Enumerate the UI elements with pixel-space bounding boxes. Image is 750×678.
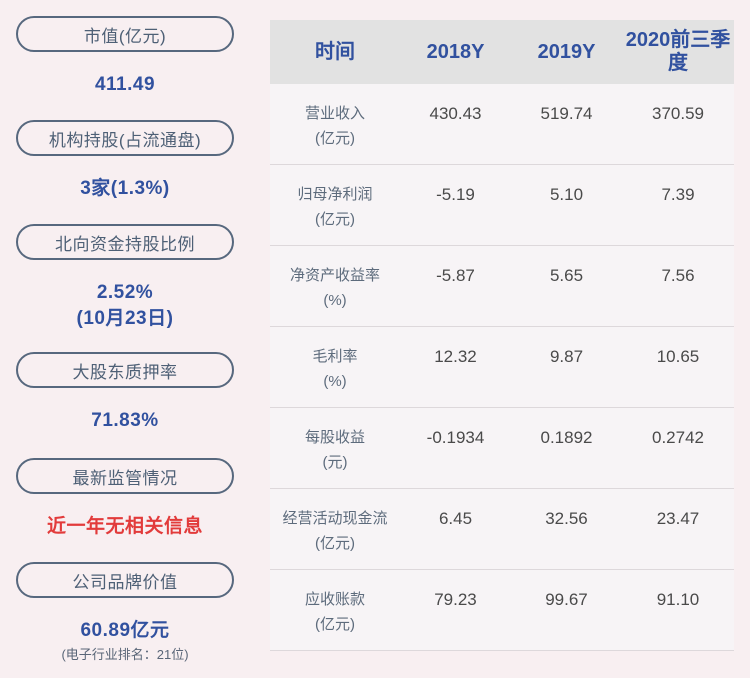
table-row-eps: 每股收益 (元) -0.1934 0.1892 0.2742	[270, 408, 734, 489]
cell-value: 99.67	[545, 590, 588, 609]
row-label: 归母净利润 (亿元)	[270, 165, 400, 245]
stat-value-northbound-holding: 2.52% (10月23日)	[16, 280, 234, 332]
table-header-2018: 2018Y	[426, 40, 485, 63]
stat-value-market-cap: 411.49	[94, 74, 156, 95]
cell-value: 9.87	[549, 347, 584, 366]
stat-pledge-ratio: 大股东质押率 71.83%	[16, 352, 234, 434]
cell-value: 7.39	[661, 185, 695, 204]
row-metric-name: 应收账款	[304, 591, 365, 608]
row-metric-unit: (%)	[323, 292, 347, 309]
cell-value: -0.1934	[426, 428, 485, 447]
cell-value: 5.65	[549, 266, 584, 285]
stat-pill-label: 市值(亿元)	[83, 26, 167, 46]
stat-value-institutional-holding: 3家(1.3%)	[80, 178, 170, 199]
cell-value: -5.87	[436, 266, 475, 285]
cell-value: 519.74	[540, 104, 593, 123]
stat-pill-label: 北向资金持股比例	[55, 234, 195, 254]
stat-value-line1: 2.52%	[96, 282, 154, 303]
cell-value: 10.65	[656, 347, 700, 366]
row-metric-unit: (亿元)	[315, 616, 355, 633]
stat-pill-label: 最新监管情况	[72, 468, 178, 488]
cell-value: 430.43	[429, 104, 482, 123]
table-row-roe: 净资产收益率 (%) -5.87 5.65 7.56	[270, 246, 734, 327]
row-metric-name: 经营活动现金流	[282, 510, 388, 527]
stat-value-brand-value: 60.89亿元	[80, 620, 170, 641]
stat-pill-pledge-ratio[interactable]: 大股东质押率	[16, 352, 234, 388]
stat-value-regulatory-status: 近一年无相关信息	[46, 516, 203, 537]
row-metric-unit: (元)	[322, 454, 348, 471]
stat-pill-label: 大股东质押率	[72, 362, 178, 382]
stat-northbound-holding: 北向资金持股比例 2.52% (10月23日)	[16, 224, 234, 332]
row-label: 应收账款 (亿元)	[270, 570, 400, 650]
cell-value: 0.1892	[540, 428, 593, 447]
cell-value: 91.10	[656, 590, 700, 609]
cell-value: 23.47	[656, 509, 700, 528]
stat-regulatory-status: 最新监管情况 近一年无相关信息	[16, 458, 234, 540]
stat-value-pledge-ratio: 71.83%	[91, 410, 159, 431]
row-metric-name: 净资产收益率	[289, 267, 380, 284]
table-header-row: 时间 2018Y 2019Y 2020前三季度	[270, 20, 734, 84]
cell-value: 12.32	[434, 347, 477, 366]
stat-pill-regulatory-status[interactable]: 最新监管情况	[16, 458, 234, 494]
cell-value: 79.23	[434, 590, 477, 609]
cell-value: 5.10	[549, 185, 584, 204]
row-metric-name: 归母净利润	[297, 186, 373, 203]
row-metric-unit: (亿元)	[315, 211, 355, 228]
table-header-time: 时间	[315, 40, 355, 63]
row-metric-name: 营业收入	[304, 105, 365, 122]
cell-value: -5.19	[436, 185, 475, 204]
table-body: 营业收入 (亿元) 430.43 519.74 370.59 归母净利润 (亿元) …	[270, 84, 734, 651]
cell-value: 370.59	[652, 104, 704, 123]
stat-value-line2: (10月23日)	[76, 308, 174, 329]
row-metric-unit: (%)	[323, 373, 347, 390]
cell-value: 0.2742	[652, 428, 704, 447]
row-metric-name: 毛利率	[312, 348, 358, 365]
row-label: 每股收益 (元)	[270, 408, 400, 488]
table-row-accounts-receivable: 应收账款 (亿元) 79.23 99.67 91.10	[270, 570, 734, 651]
row-label: 净资产收益率 (%)	[270, 246, 400, 326]
stat-pill-northbound-holding[interactable]: 北向资金持股比例	[16, 224, 234, 260]
row-label: 营业收入 (亿元)	[270, 84, 400, 164]
stat-market-cap: 市值(亿元) 411.49	[16, 16, 234, 98]
cell-value: 6.45	[438, 509, 473, 528]
stat-note-industry-rank: (电子行业排名：21位)	[61, 647, 189, 662]
table-row-gross-margin: 毛利率 (%) 12.32 9.87 10.65	[270, 327, 734, 408]
stat-institutional-holding: 机构持股(占流通盘) 3家(1.3%)	[16, 120, 234, 202]
stat-pill-label: 机构持股(占流通盘)	[48, 130, 202, 150]
row-metric-name: 每股收益	[304, 429, 365, 446]
financial-metrics-table: 时间 2018Y 2019Y 2020前三季度 营业收入 (亿元) 430.43 …	[270, 20, 734, 651]
table-row-revenue: 营业收入 (亿元) 430.43 519.74 370.59	[270, 84, 734, 165]
table-row-operating-cashflow: 经营活动现金流 (亿元) 6.45 32.56 23.47	[270, 489, 734, 570]
stat-pill-market-cap[interactable]: 市值(亿元)	[16, 16, 234, 52]
row-label: 毛利率 (%)	[270, 327, 400, 407]
table-row-net-profit: 归母净利润 (亿元) -5.19 5.10 7.39	[270, 165, 734, 246]
table-header-2019: 2019Y	[537, 40, 596, 63]
table-header-2020q3: 2020前三季度	[625, 29, 731, 74]
cell-value: 7.56	[661, 266, 695, 285]
stat-pill-label: 公司品牌价值	[72, 572, 178, 592]
row-label: 经营活动现金流 (亿元)	[270, 489, 400, 569]
stat-brand-value: 公司品牌价值 60.89亿元 (电子行业排名：21位)	[16, 562, 234, 663]
row-metric-unit: (亿元)	[315, 535, 355, 552]
row-metric-unit: (亿元)	[315, 130, 355, 147]
stat-pill-brand-value[interactable]: 公司品牌价值	[16, 562, 234, 598]
stat-pill-institutional-holding[interactable]: 机构持股(占流通盘)	[16, 120, 234, 156]
cell-value: 32.56	[545, 509, 588, 528]
